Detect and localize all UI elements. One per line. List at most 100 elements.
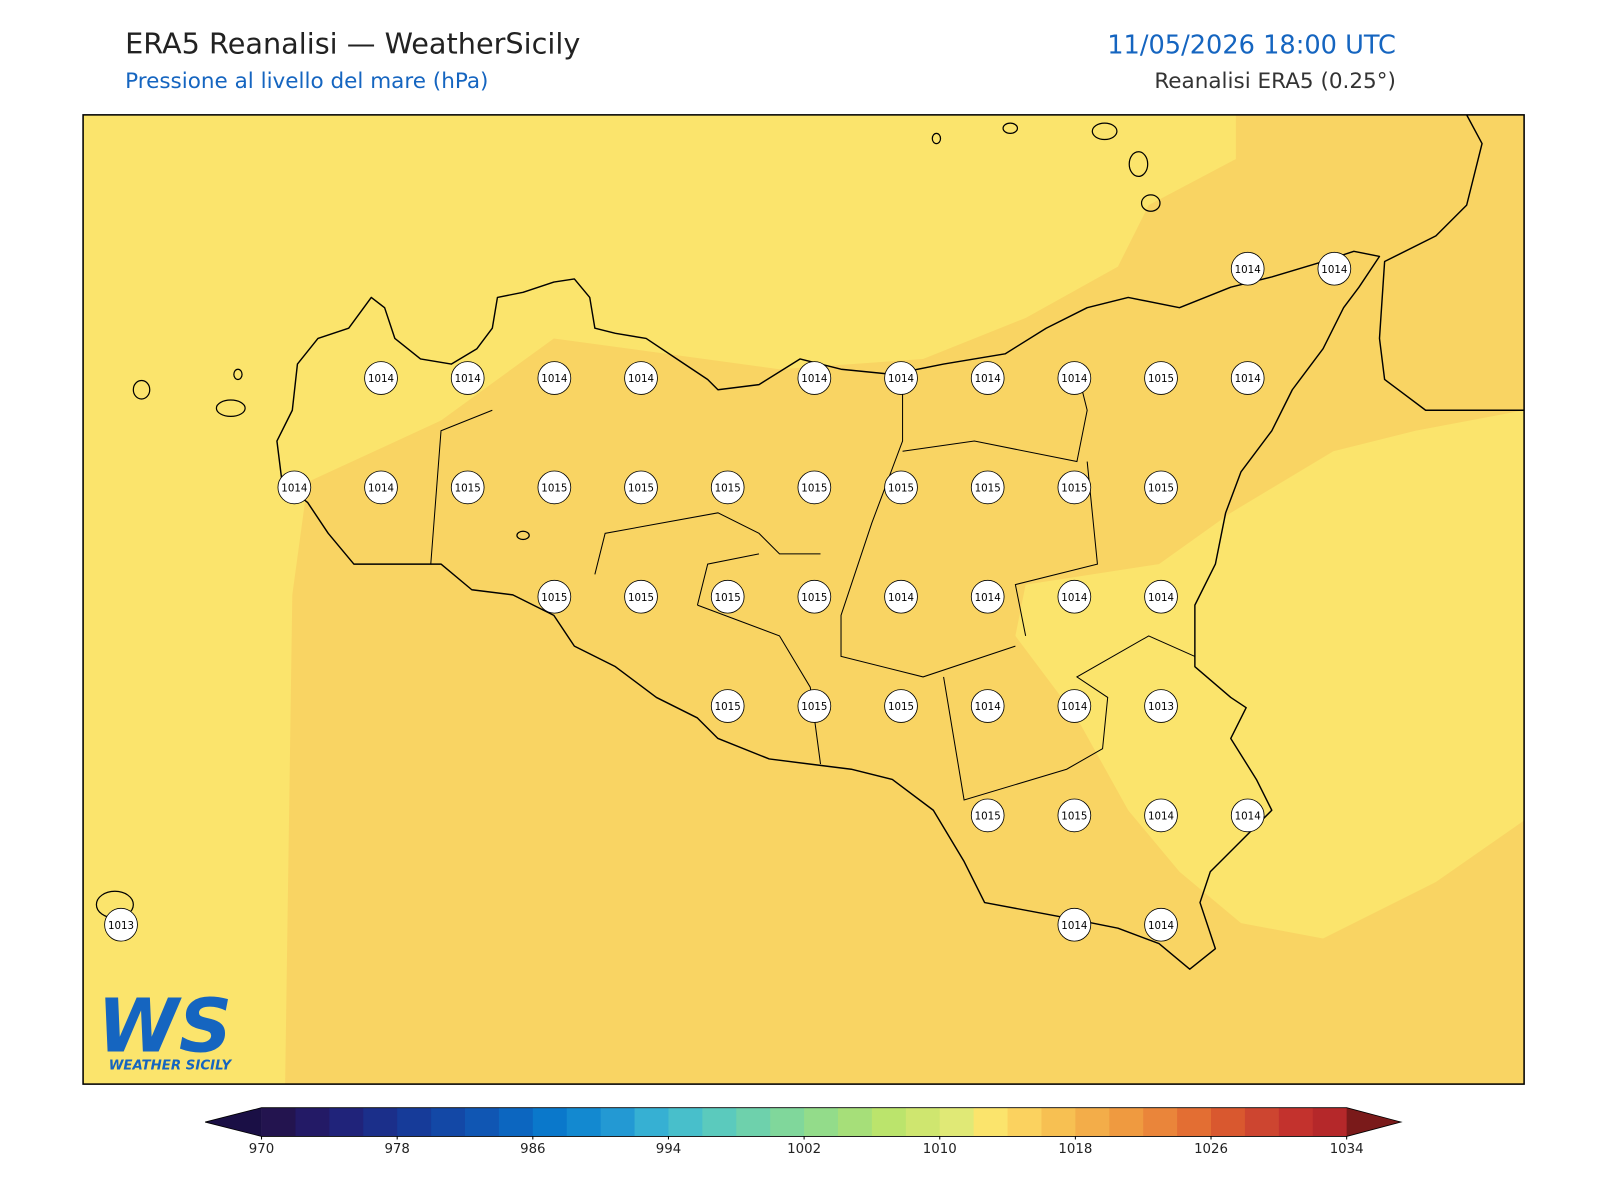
station-marker — [624, 361, 658, 395]
station-value: 1015 — [1061, 482, 1087, 494]
station-marker — [797, 579, 832, 614]
station-value: 1014 — [455, 373, 481, 385]
station-value: 1014 — [801, 373, 827, 385]
colorbar-segment — [905, 1107, 941, 1137]
colorbar-segment — [668, 1107, 703, 1137]
station: 1014 — [1057, 689, 1092, 723]
station-value: 1014 — [1061, 701, 1087, 713]
colorbar-segment — [1075, 1107, 1110, 1137]
station-marker — [450, 361, 485, 395]
station-value: 1015 — [715, 592, 741, 604]
station: 1014 — [277, 470, 312, 505]
station: 1014 — [624, 361, 658, 395]
colorbar-segment — [498, 1107, 534, 1137]
colorbar-segment — [804, 1107, 839, 1137]
station-value: 1014 — [975, 592, 1001, 604]
station: 1015 — [537, 579, 572, 614]
colorbar-segment — [465, 1107, 500, 1137]
station-value: 1015 — [1148, 373, 1174, 385]
colorbar-tick-label: 986 — [520, 1142, 545, 1157]
station: 1015 — [884, 689, 918, 723]
station-marker — [1144, 798, 1178, 833]
station: 1014 — [884, 361, 918, 395]
station: 1015 — [1057, 470, 1092, 505]
station: 1015 — [537, 470, 572, 505]
colorbar-tick-label: 1010 — [923, 1142, 957, 1157]
colorbar-tick-label: 1002 — [787, 1142, 821, 1157]
logo-name: WEATHER SICILY — [109, 1059, 233, 1074]
station: 1015 — [1057, 798, 1092, 833]
station-marker — [450, 470, 485, 505]
station-value: 1015 — [801, 592, 827, 604]
station: 1015 — [1144, 470, 1178, 505]
station-marker — [1144, 689, 1178, 723]
station: 1014 — [1057, 579, 1092, 614]
station-marker — [1057, 579, 1092, 614]
colorbar-segment — [736, 1107, 771, 1137]
station: 1015 — [970, 470, 1005, 505]
station-value: 1013 — [1148, 701, 1174, 713]
station-value: 1015 — [628, 482, 654, 494]
station-marker — [1144, 579, 1178, 614]
station-value: 1015 — [888, 482, 914, 494]
logo: WS WEATHER SICILY — [97, 983, 232, 1073]
colorbar-segment — [600, 1107, 636, 1137]
station: 1015 — [624, 579, 658, 614]
stations: 1014 1014 1014 1014 1014 1014 1014 1014 1014 1014… — [104, 251, 1352, 942]
station-value: 1014 — [975, 373, 1001, 385]
colorbar-segment — [634, 1107, 669, 1137]
logo-mark: WS — [97, 983, 232, 1069]
station-marker — [884, 470, 918, 505]
colorbar-segment — [1244, 1107, 1280, 1137]
station-marker — [710, 470, 745, 505]
source: Reanalisi ERA5 (0.25°) — [1154, 69, 1396, 94]
colorbar: 970 978 986 994 1002 1010 1018 1026 1034 — [205, 1107, 1403, 1157]
colorbar-segment — [939, 1107, 975, 1137]
station-marker — [797, 361, 832, 395]
colorbar-segment — [431, 1107, 466, 1137]
colorbar-segment — [532, 1107, 568, 1137]
station-marker — [1317, 251, 1352, 286]
station-value: 1015 — [888, 701, 914, 713]
station: 1015 — [797, 470, 832, 505]
station: 1014 — [364, 361, 398, 395]
station-value: 1015 — [801, 482, 827, 494]
colorbar-segment — [1007, 1107, 1042, 1137]
station: 1014 — [1230, 798, 1265, 833]
station: 1015 — [450, 470, 485, 505]
station-marker — [1144, 907, 1178, 942]
station-marker — [1144, 361, 1178, 395]
station: 1015 — [884, 470, 918, 505]
colorbar-tick-label: 978 — [384, 1142, 409, 1157]
colorbar-segment — [1177, 1107, 1212, 1137]
station: 1014 — [537, 361, 572, 395]
station: 1014 — [450, 361, 485, 395]
station: 1014 — [1057, 361, 1092, 395]
station-value: 1014 — [628, 373, 654, 385]
station-marker — [537, 579, 572, 614]
station-value: 1014 — [1321, 264, 1347, 276]
colorbar-tick-label: 1026 — [1194, 1142, 1228, 1157]
colorbar-segment — [261, 1107, 296, 1137]
colorbar-segment — [770, 1107, 805, 1137]
station-marker — [104, 907, 138, 942]
station-marker — [1057, 689, 1092, 723]
station-value: 1014 — [1061, 592, 1087, 604]
map: 1014 1014 1014 1014 1014 1014 1014 1014 1014 1014… — [82, 114, 1525, 1085]
colorbar-segment — [329, 1107, 364, 1137]
station: 1014 — [1144, 798, 1178, 833]
station-marker — [1057, 470, 1092, 505]
station-value: 1015 — [715, 482, 741, 494]
station: 1015 — [797, 689, 832, 723]
station-marker — [970, 798, 1005, 833]
station: 1015 — [710, 470, 745, 505]
station-value: 1014 — [1148, 810, 1174, 822]
station-marker — [884, 579, 918, 614]
station-marker — [1230, 251, 1265, 286]
station-marker — [364, 470, 398, 505]
station-marker — [970, 361, 1005, 395]
station: 1015 — [970, 798, 1005, 833]
station: 1015 — [797, 579, 832, 614]
